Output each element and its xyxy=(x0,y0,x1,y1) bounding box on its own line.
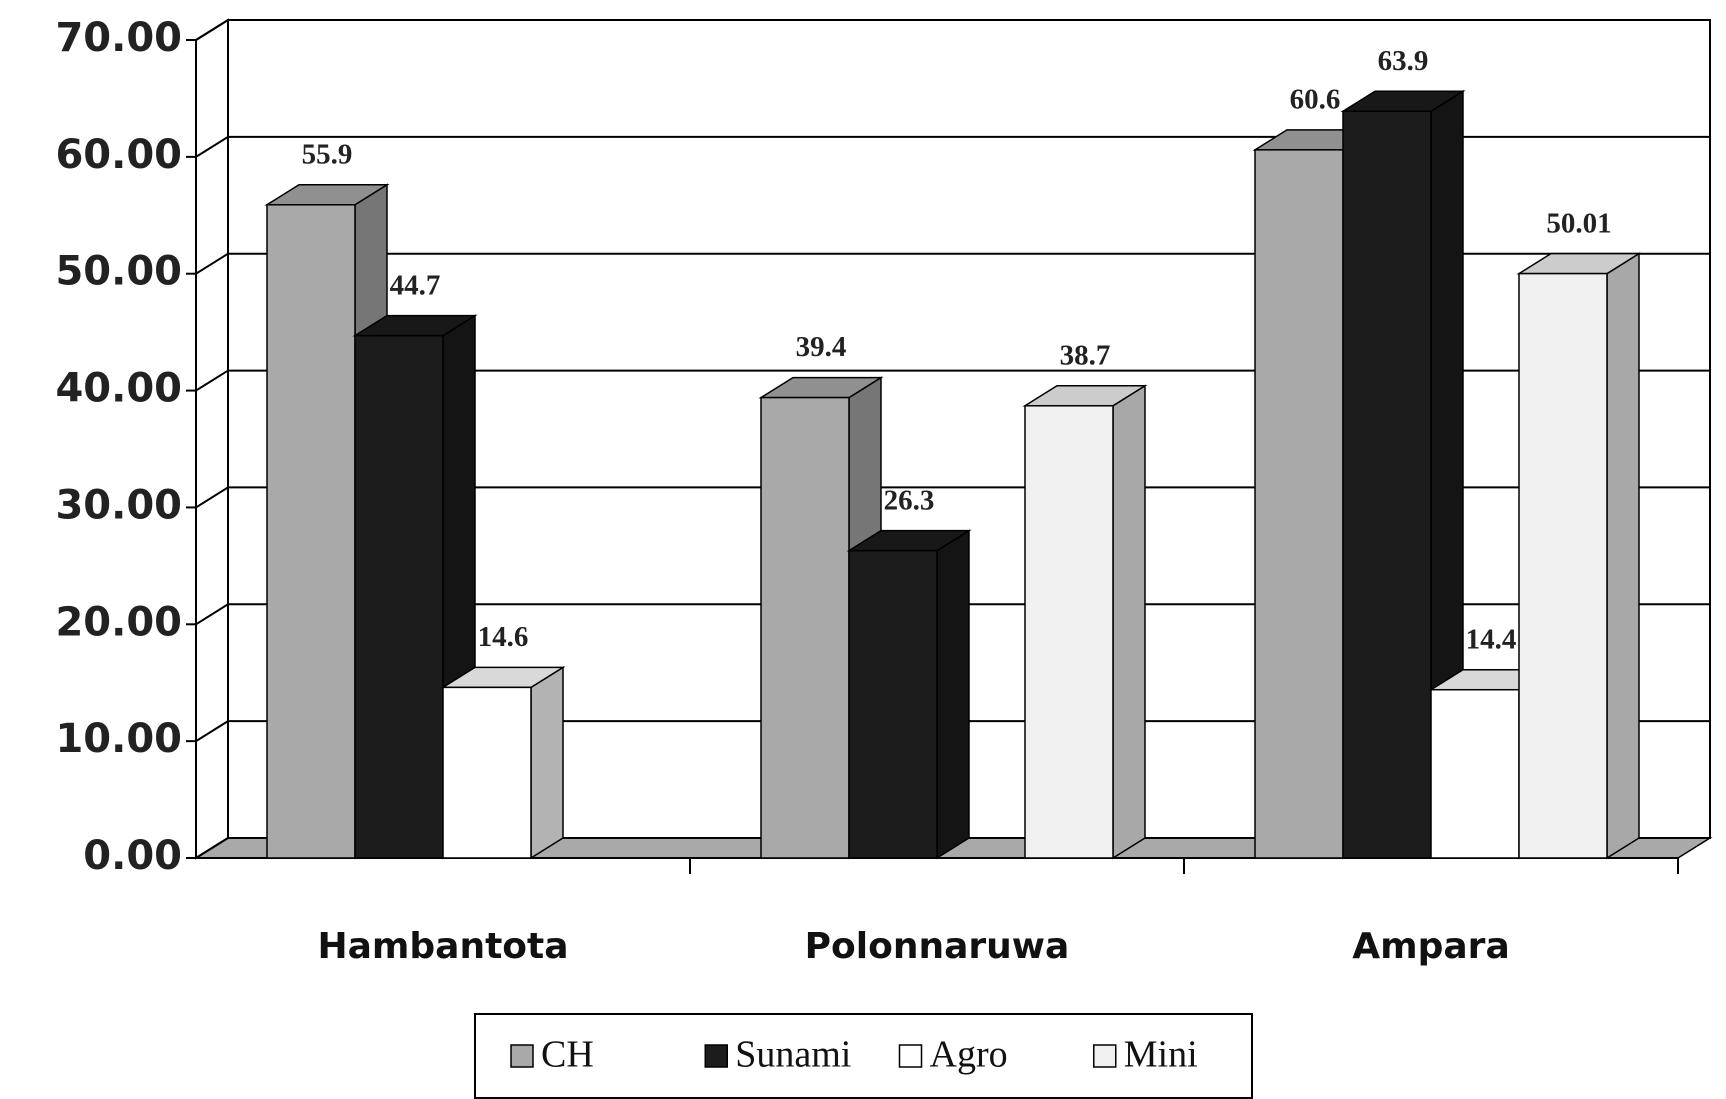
grid-line xyxy=(195,720,1710,742)
y-tick-label: 40.00 xyxy=(55,366,182,412)
legend-swatch xyxy=(898,1044,923,1068)
bar xyxy=(1024,405,1114,859)
bar xyxy=(1254,149,1344,859)
grid-line xyxy=(195,837,1710,859)
legend-swatch xyxy=(1093,1044,1117,1068)
grid-line xyxy=(195,135,1710,158)
y-tick-label: 50.00 xyxy=(55,249,182,295)
grid-line xyxy=(195,252,1710,275)
value-label: 26.3 xyxy=(884,484,935,516)
bar xyxy=(266,204,356,859)
value-label: 60.6 xyxy=(1290,84,1341,116)
legend-label: CH xyxy=(541,1034,594,1076)
grid-line xyxy=(195,486,1710,509)
bar xyxy=(760,396,850,859)
bar xyxy=(354,334,444,859)
value-label: 39.4 xyxy=(796,331,847,363)
y-tick-label: 20.00 xyxy=(55,599,182,645)
bar xyxy=(1430,688,1520,859)
value-label: 55.9 xyxy=(302,138,353,170)
legend-label: Sunami xyxy=(735,1034,851,1076)
y-tick-label: 10.00 xyxy=(55,716,182,762)
value-label: 50.01 xyxy=(1546,207,1611,239)
y-tick-label: 70.00 xyxy=(55,15,182,61)
y-tick-label: 60.00 xyxy=(55,132,182,178)
legend-label: Mini xyxy=(1124,1034,1198,1076)
grid-line xyxy=(195,19,1710,41)
x-tick-label: Hambantota xyxy=(317,926,568,967)
bar-side xyxy=(1112,384,1146,860)
bar xyxy=(848,549,938,859)
grid-line xyxy=(195,369,1710,392)
value-label: 38.7 xyxy=(1060,339,1111,371)
x-tick-label: Polonnaruwa xyxy=(805,926,1070,967)
y-tick-label: 0.00 xyxy=(83,833,182,879)
legend-label: Agro xyxy=(930,1034,1008,1076)
bar-side xyxy=(1606,252,1640,860)
bar xyxy=(442,686,532,859)
legend-box xyxy=(474,1013,1253,1099)
value-label: 44.7 xyxy=(390,269,441,301)
x-tick-label: Ampara xyxy=(1352,926,1509,967)
bar-side xyxy=(936,529,970,860)
legend-swatch xyxy=(704,1044,728,1068)
value-label: 63.9 xyxy=(1378,45,1429,77)
y-tick-label: 30.00 xyxy=(55,482,182,528)
value-label: 14.6 xyxy=(478,621,529,653)
value-label: 14.4 xyxy=(1466,623,1517,655)
bar xyxy=(1518,272,1608,859)
legend-swatch xyxy=(510,1044,534,1068)
bar-side xyxy=(530,666,564,860)
grid-line xyxy=(195,603,1710,626)
bar xyxy=(1342,110,1432,859)
